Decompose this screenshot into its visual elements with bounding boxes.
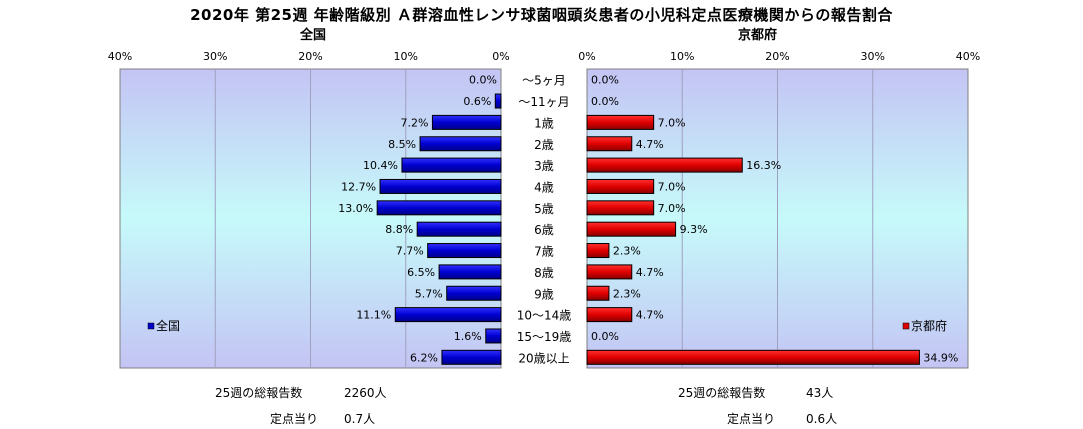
data-label-national: 8.8% <box>385 223 413 236</box>
national-per-label: 定点当り <box>270 412 319 426</box>
subtitle-kyoto: 京都府 <box>738 28 778 43</box>
kyoto-per-value: 0.6人 <box>806 412 838 426</box>
tick-label-national: 20% <box>298 50 322 63</box>
category-label: 9歳 <box>534 287 554 301</box>
data-label-kyoto: 4.7% <box>636 266 664 279</box>
bar-kyoto <box>586 285 610 301</box>
data-label-national: 12.7% <box>341 180 376 193</box>
bar-kyoto <box>586 178 655 194</box>
bar-kyoto <box>586 114 655 130</box>
data-label-national: 5.7% <box>415 287 443 300</box>
tick-label-kyoto: 30% <box>861 50 885 63</box>
data-label-kyoto: 7.0% <box>658 180 686 193</box>
data-label-kyoto: 2.3% <box>613 287 641 300</box>
category-label: 20歳以上 <box>518 351 569 365</box>
tick-label-national: 40% <box>108 50 132 63</box>
category-label: 6歳 <box>534 223 554 237</box>
category-label: 1歳 <box>534 116 554 130</box>
data-label-kyoto: 7.0% <box>658 116 686 129</box>
category-label: 15〜19歳 <box>517 330 572 344</box>
data-label-national: 0.0% <box>469 74 497 87</box>
legend-label-kyoto: 京都府 <box>911 318 947 333</box>
legend-swatch-national <box>147 322 155 330</box>
bar-national <box>376 200 502 216</box>
tick-label-national: 30% <box>203 50 227 63</box>
bar-national <box>485 328 502 344</box>
data-label-national: 7.7% <box>396 245 424 258</box>
data-label-kyoto: 7.0% <box>658 202 686 215</box>
legend-label-national: 全国 <box>156 318 180 333</box>
data-label-kyoto: 16.3% <box>746 159 781 172</box>
chart-title: 2020年 第25週 年齢階級別 Ａ群溶血性レンサ球菌咽頭炎患者の小児科定点医療… <box>190 6 893 24</box>
category-label: 5歳 <box>534 202 554 216</box>
category-label: 10〜14歳 <box>517 309 572 323</box>
bar-national <box>394 307 502 323</box>
bar-kyoto <box>586 349 920 365</box>
subtitle-national: 全国 <box>300 28 327 43</box>
data-label-kyoto: 9.3% <box>680 223 708 236</box>
bar-kyoto <box>586 200 655 216</box>
bar-kyoto <box>586 157 743 173</box>
tick-label-kyoto: 40% <box>956 50 980 63</box>
bar-national <box>441 349 502 365</box>
national-total-value: 2260人 <box>344 386 387 400</box>
national-total-label: 25週の総報告数 <box>215 386 303 400</box>
bar-kyoto <box>586 307 633 323</box>
category-label: 2歳 <box>534 138 554 152</box>
data-label-kyoto: 0.0% <box>591 330 619 343</box>
category-label: 7歳 <box>534 245 554 259</box>
data-label-kyoto: 0.0% <box>591 95 619 108</box>
data-label-kyoto: 34.9% <box>923 351 958 364</box>
category-label: 3歳 <box>534 159 554 173</box>
bar-kyoto <box>586 264 633 280</box>
data-label-kyoto: 4.7% <box>636 138 664 151</box>
tick-label-kyoto: 20% <box>765 50 789 63</box>
data-label-national: 10.4% <box>363 159 398 172</box>
data-label-national: 8.5% <box>388 138 416 151</box>
data-label-national: 6.2% <box>410 351 438 364</box>
bar-national <box>431 114 502 130</box>
national-per-value: 0.7人 <box>344 412 376 426</box>
data-label-kyoto: 2.3% <box>613 245 641 258</box>
category-label: 8歳 <box>534 266 554 280</box>
kyoto-per-label: 定点当り <box>727 412 776 426</box>
bar-kyoto <box>586 243 610 259</box>
bar-national <box>438 264 502 280</box>
category-label: 〜11ヶ月 <box>518 95 569 109</box>
bar-national <box>416 221 502 237</box>
tick-label-kyoto: 0% <box>578 50 595 63</box>
data-label-national: 13.0% <box>338 202 373 215</box>
data-label-national: 0.6% <box>463 95 491 108</box>
tick-label-national: 10% <box>394 50 418 63</box>
bar-national <box>401 157 502 173</box>
bar-national <box>419 136 502 152</box>
data-label-national: 11.1% <box>356 309 391 322</box>
data-label-national: 7.2% <box>400 116 428 129</box>
kyoto-total-label: 25週の総報告数 <box>678 386 766 400</box>
category-label: 4歳 <box>534 180 554 194</box>
data-label-national: 1.6% <box>454 330 482 343</box>
data-label-national: 6.5% <box>407 266 435 279</box>
bar-kyoto <box>586 136 633 152</box>
category-label: 〜5ヶ月 <box>522 74 566 88</box>
bar-kyoto <box>586 221 677 237</box>
legend-swatch-kyoto <box>902 322 910 330</box>
bar-national <box>427 243 502 259</box>
tick-label-kyoto: 10% <box>670 50 694 63</box>
bar-national <box>379 178 502 194</box>
bar-national <box>446 285 502 301</box>
kyoto-total-value: 43人 <box>806 386 834 400</box>
data-label-kyoto: 4.7% <box>636 309 664 322</box>
data-label-kyoto: 0.0% <box>591 74 619 87</box>
tick-label-national: 0% <box>492 50 509 63</box>
bar-national <box>494 93 502 109</box>
